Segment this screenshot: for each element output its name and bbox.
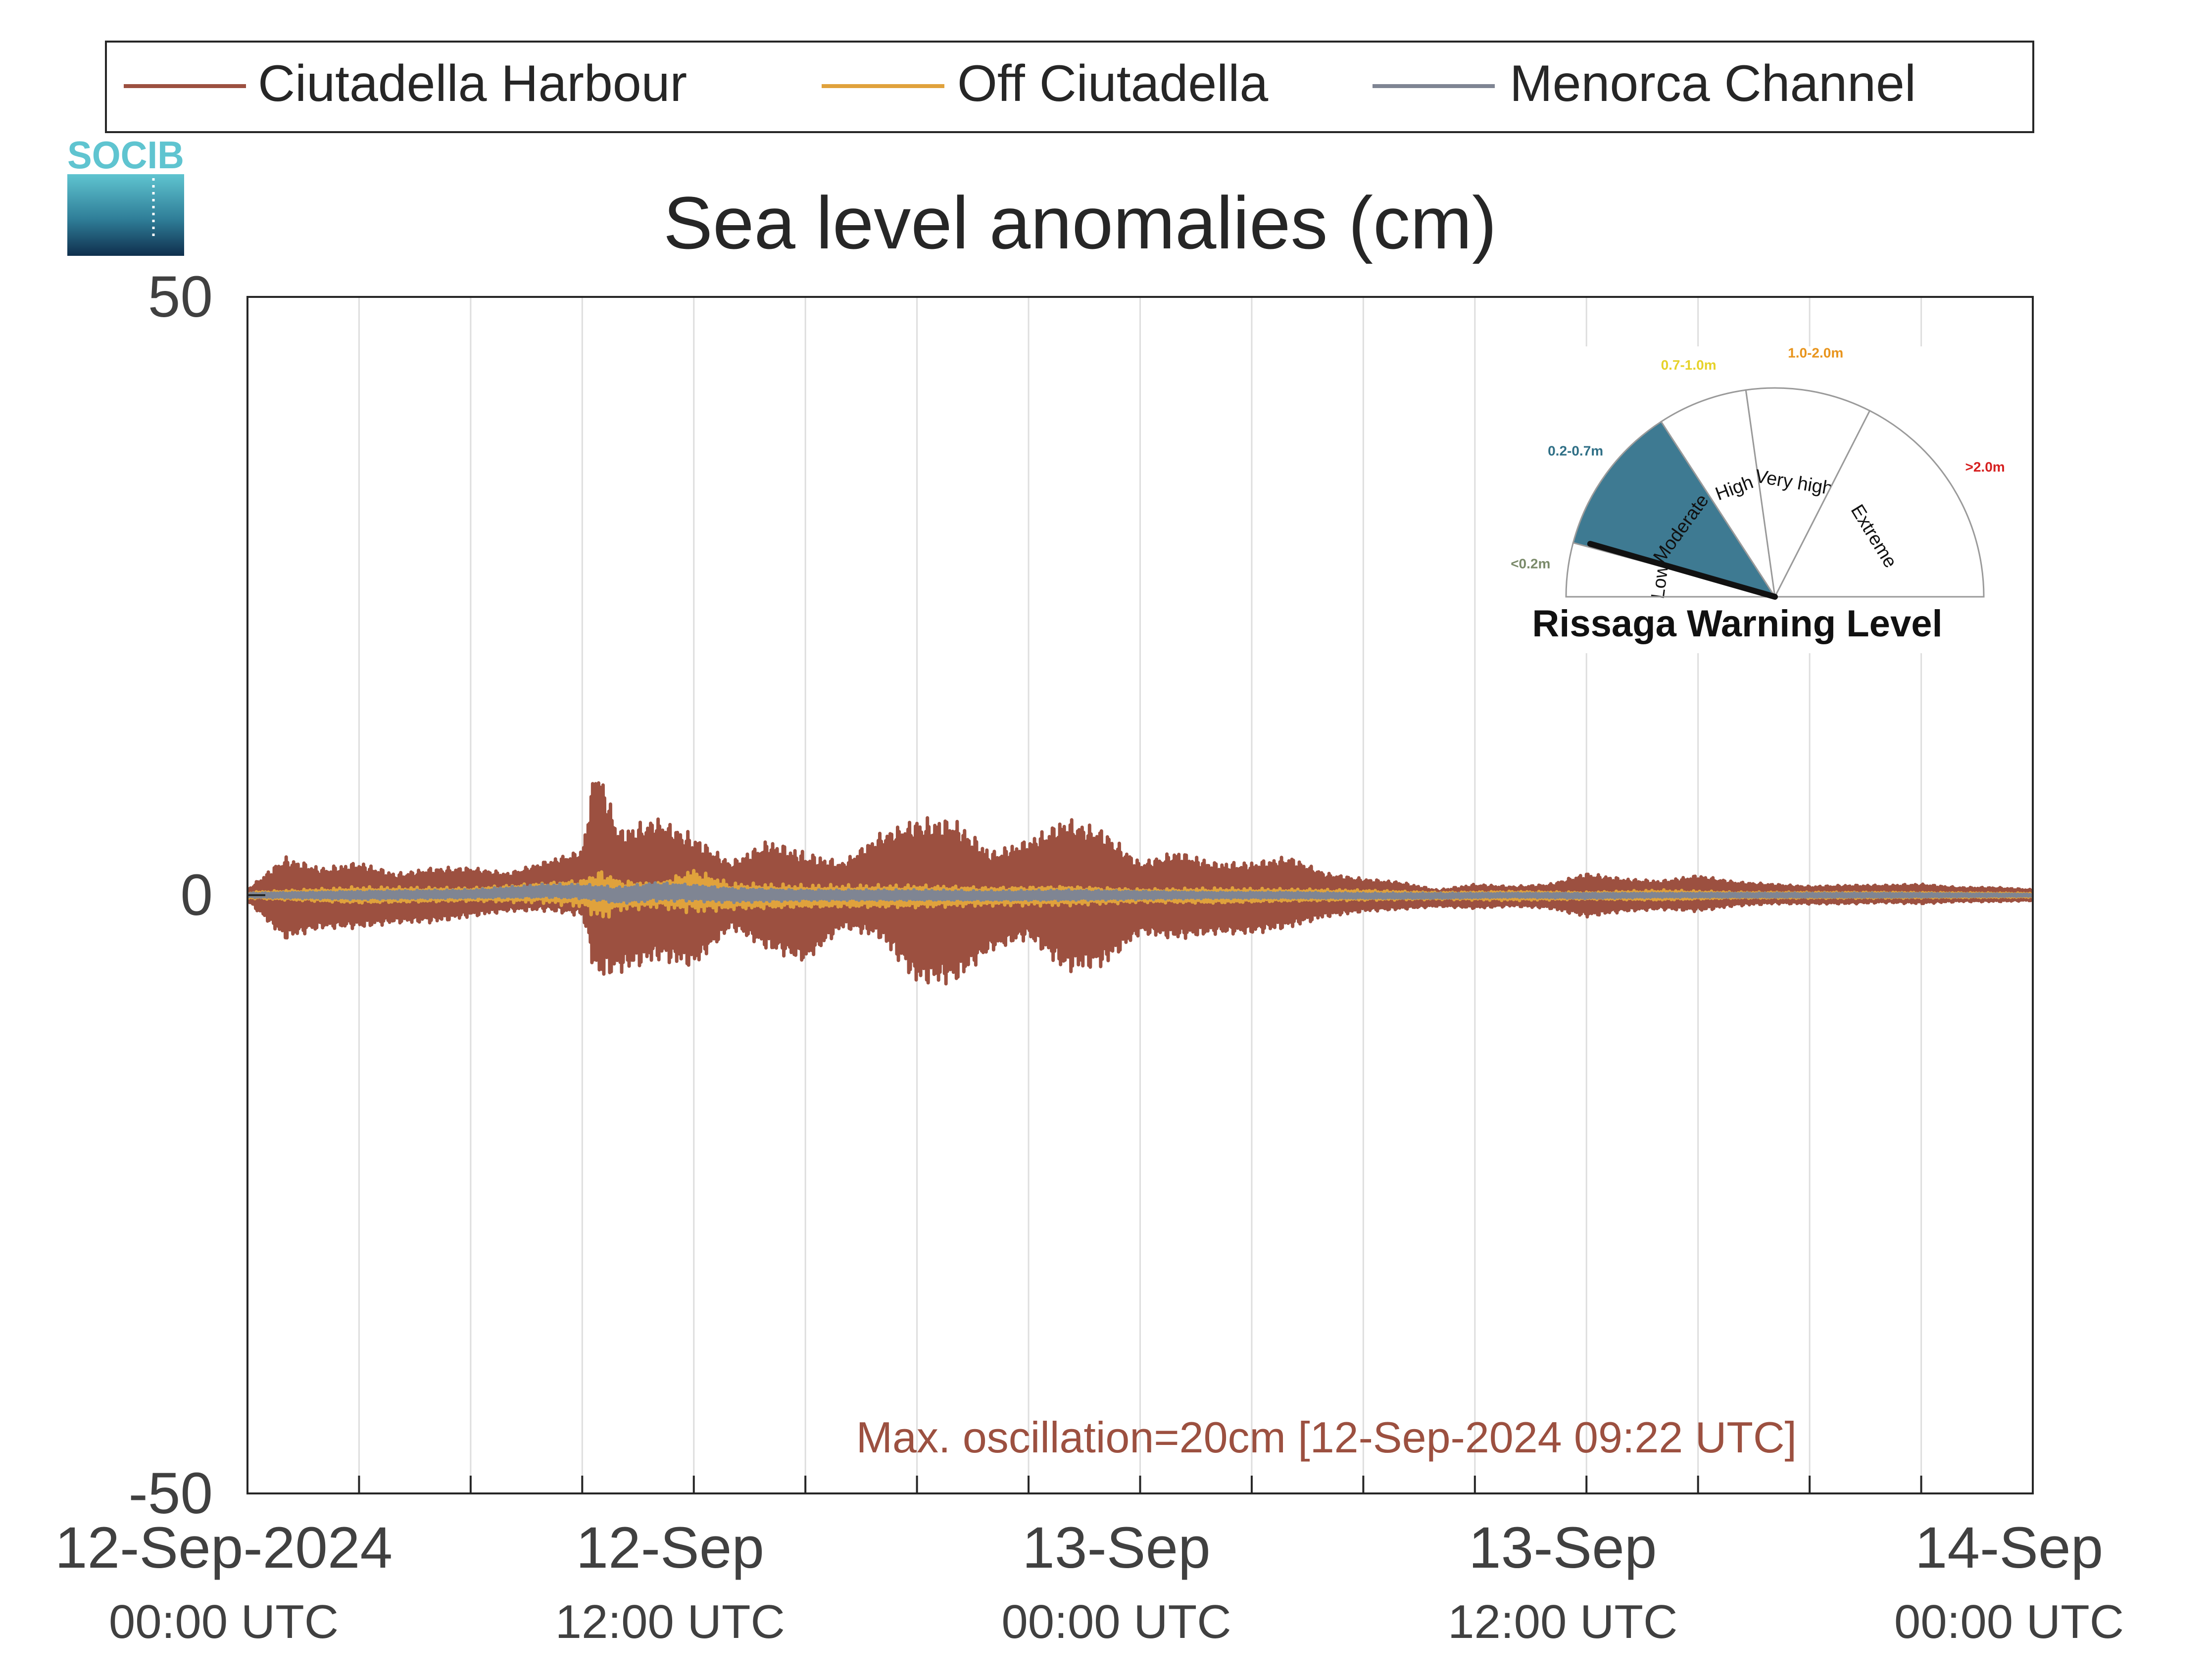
legend-label-menorca-channel: Menorca Channel xyxy=(1510,55,1916,112)
y-ticks: -50 0 50 xyxy=(128,264,265,1526)
legend-frame xyxy=(105,41,2034,133)
x-tick-time-label: 12:00 UTC xyxy=(555,1595,785,1648)
y-tick-label: -50 xyxy=(128,1461,213,1526)
gauge-sector-very-high xyxy=(1745,387,1871,599)
x-ticks: 12-Sep-2024 00:00 UTC 12-Sep 12:00 UTC 13-Se… xyxy=(55,1476,2124,1648)
gauge-range-label: 0.7-1.0m xyxy=(1661,357,1717,373)
series-layer xyxy=(247,781,2033,986)
gauge-sectors: Low<0.2m Moderate0.2-0.7mHigh0.7-1.0mVery… xyxy=(1511,345,2005,600)
gauge-range-label: 1.0-2.0m xyxy=(1788,345,1843,360)
series-ciutadella-harbour xyxy=(247,781,2033,986)
x-tick-time-label: 00:00 UTC xyxy=(1894,1595,2124,1648)
gauge-needle xyxy=(1587,540,1778,600)
gauge-range-label: <0.2m xyxy=(1511,556,1550,571)
legend: Ciutadella Harbour Off Ciutadella Menorc… xyxy=(105,41,2034,133)
gauge-title: Rissaga Warning Level xyxy=(1532,603,1942,645)
gauge-range-label: 0.2-0.7m xyxy=(1548,443,1603,459)
x-tick-time-label: 00:00 UTC xyxy=(109,1595,339,1648)
gauge-range-label: >2.0m xyxy=(1965,459,2005,475)
max-oscillation-annotation: Max. oscillation=20cm [12-Sep-2024 09:22… xyxy=(856,1413,1797,1462)
rissaga-gauge: Low<0.2m Moderate0.2-0.7mHigh0.7-1.0mVery… xyxy=(1480,345,2018,653)
gauge-sector-extreme xyxy=(1773,409,1985,598)
x-tick-date-label: 14-Sep xyxy=(1915,1515,2104,1581)
socib-logo-block xyxy=(67,174,184,256)
x-tick-date-label: 12-Sep xyxy=(576,1515,764,1581)
legend-label-ciutadella-harbour: Ciutadella Harbour xyxy=(258,55,687,112)
socib-logo: SOCIB xyxy=(67,133,184,256)
x-tick-date-label: 12-Sep-2024 xyxy=(55,1515,393,1581)
gauge-sector-high xyxy=(1660,389,1776,597)
series-menorca-channel xyxy=(247,881,2033,905)
y-tick-label: 50 xyxy=(148,264,213,330)
x-tick-date-label: 13-Sep xyxy=(1022,1515,1211,1581)
x-tick-date-label: 13-Sep xyxy=(1469,1515,1657,1581)
chart-title: Sea level anomalies (cm) xyxy=(663,181,1497,264)
socib-logo-text: SOCIB xyxy=(67,133,184,177)
x-tick-time-label: 00:00 UTC xyxy=(1001,1595,1231,1648)
legend-label-off-ciutadella: Off Ciutadella xyxy=(957,55,1268,112)
x-tick-time-label: 12:00 UTC xyxy=(1448,1595,1677,1648)
y-tick-label: 0 xyxy=(180,863,213,928)
